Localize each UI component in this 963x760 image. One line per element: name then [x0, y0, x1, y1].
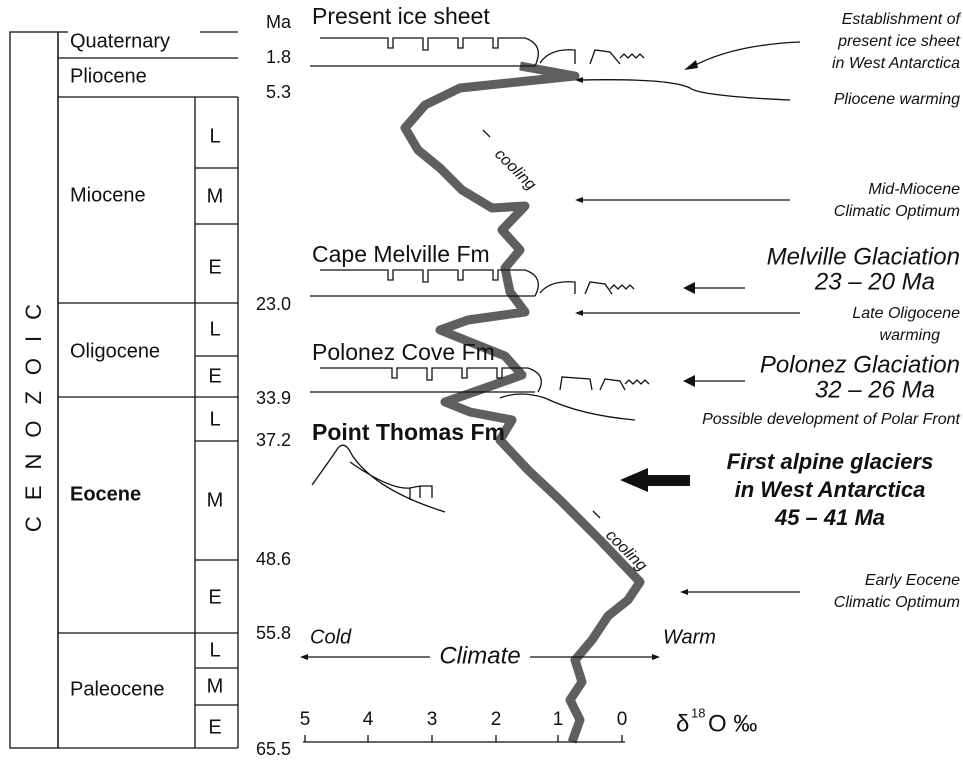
annotation: 32 – 26 Ma: [815, 376, 935, 403]
annotation: Establishment of: [842, 11, 962, 28]
annotation: Climatic Optimum: [834, 594, 960, 611]
climate-label: Climate: [439, 642, 520, 669]
annotation: Early Eocene: [865, 572, 960, 589]
period: Quaternary: [70, 30, 170, 52]
axis-superscript: 18: [691, 705, 705, 720]
era-label: CENOZOIC: [21, 288, 46, 532]
sub-epoch: E: [208, 256, 221, 278]
period: Miocene: [70, 184, 146, 206]
annotation: Mid-Miocene: [868, 181, 960, 198]
age: 23.0: [256, 294, 291, 314]
sub-epoch: L: [209, 639, 220, 661]
age: 33.9: [256, 388, 291, 408]
annotation: Polonez Glaciation: [760, 351, 960, 378]
age: 5.3: [266, 82, 291, 102]
sub-epoch: L: [209, 408, 220, 430]
formation: Polonez Cove Fm: [312, 339, 495, 365]
axis-symbol: δ: [676, 710, 689, 737]
x-tick-label: 3: [427, 709, 438, 730]
annotation: present ice sheet: [837, 33, 960, 50]
age: 48.6: [256, 549, 291, 569]
x-tick-label: 5: [300, 709, 311, 730]
annotation: 45 – 41 Ma: [774, 505, 885, 530]
formation: Point Thomas Fm: [312, 419, 505, 445]
sub-epoch: L: [209, 318, 220, 340]
annotation: warming: [880, 327, 941, 344]
sub-epoch: E: [208, 365, 221, 387]
period: Paleocene: [70, 678, 165, 700]
age-unit: Ma: [266, 12, 292, 32]
figure: CENOZOIC Quaternary Pliocene Miocene Oli…: [0, 0, 963, 760]
age: 65.5: [256, 739, 291, 759]
annotation: 23 – 20 Ma: [814, 268, 935, 295]
annotation: Climatic Optimum: [834, 203, 960, 220]
sub-epoch: E: [208, 716, 221, 738]
age: 37.2: [256, 430, 291, 450]
sub-epoch: M: [207, 185, 224, 207]
age: 55.8: [256, 623, 291, 643]
formation: Cape Melville Fm: [312, 241, 490, 267]
x-tick-label: 2: [491, 709, 502, 730]
period: Pliocene: [70, 65, 147, 87]
climate-cold: Cold: [310, 626, 352, 648]
sub-epoch: E: [208, 586, 221, 608]
period: Oligocene: [70, 340, 160, 362]
annotation: Late Oligocene: [852, 305, 960, 322]
annotation: in West Antarctica: [735, 477, 926, 502]
sub-epoch: L: [209, 125, 220, 147]
annotation: in West Antarctica: [832, 55, 960, 72]
x-tick-label: 0: [617, 709, 628, 730]
x-tick-label: 4: [363, 709, 374, 730]
x-tick-label: 1: [553, 709, 564, 730]
annotation: cooling: [491, 146, 539, 194]
axis-label: O ‰: [708, 710, 757, 737]
sub-epoch: M: [207, 675, 224, 697]
annotation: Pliocene warming: [834, 91, 960, 108]
climate-warm: Warm: [663, 626, 716, 648]
formation: Present ice sheet: [312, 3, 490, 29]
period: Eocene: [70, 483, 141, 505]
age: 1.8: [266, 47, 291, 67]
sub-epoch: M: [207, 489, 224, 511]
annotation: Melville Glaciation: [767, 243, 960, 270]
annotation: First alpine glaciers: [727, 449, 934, 474]
annotation: Possible development of Polar Front: [702, 411, 960, 428]
